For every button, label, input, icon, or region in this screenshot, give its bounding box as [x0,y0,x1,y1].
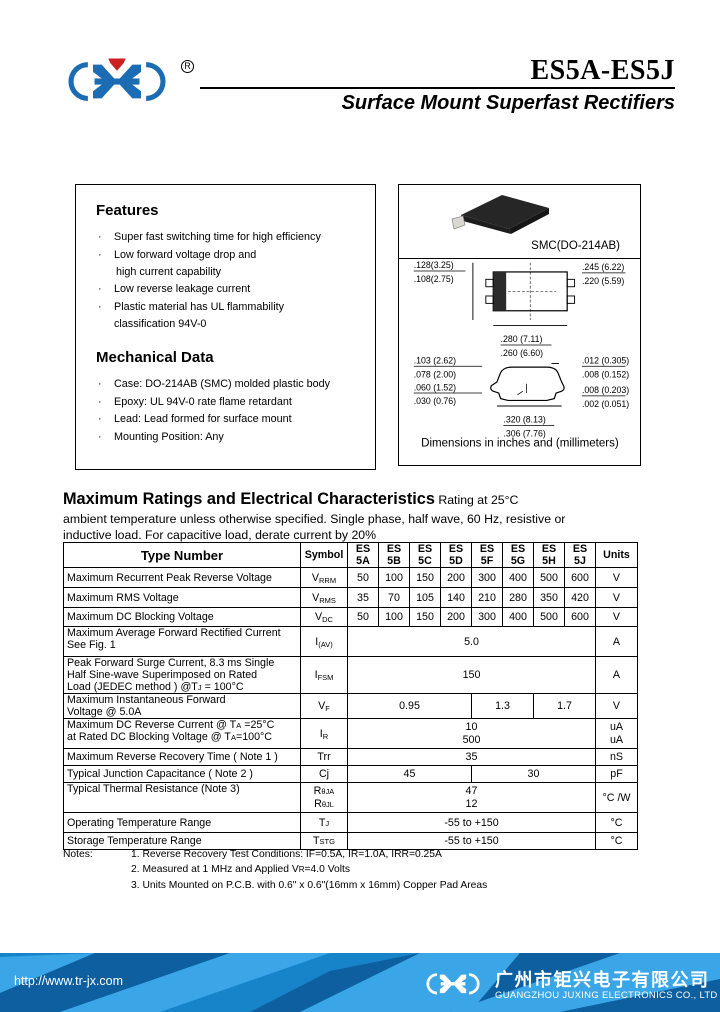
svg-text:.002 (0.051): .002 (0.051) [582,399,629,409]
svg-text:.108(2.75): .108(2.75) [414,274,454,284]
svg-text:.030 (0.76): .030 (0.76) [414,396,456,406]
svg-text:.008 (0.152): .008 (0.152) [582,369,629,379]
svg-text:.103 (2.62): .103 (2.62) [414,355,456,365]
svg-text:.280 (7.11): .280 (7.11) [501,334,543,344]
svg-text:.008 (0.203): .008 (0.203) [582,385,629,395]
svg-text:.320 (8.13): .320 (8.13) [503,415,545,425]
svg-text:.220 (5.59): .220 (5.59) [582,276,624,286]
svg-text:.128(3.25): .128(3.25) [414,260,454,270]
svg-text:.078 (2.00): .078 (2.00) [414,369,456,379]
svg-text:.245 (6.22): .245 (6.22) [582,262,624,272]
svg-text:.012 (0.305): .012 (0.305) [582,355,629,365]
svg-text:Dimensions in inches and (mill: Dimensions in inches and (millimeters) [421,438,619,450]
svg-text:.060 (1.52): .060 (1.52) [414,382,456,392]
svg-text:.260 (6.60): .260 (6.60) [501,348,543,358]
